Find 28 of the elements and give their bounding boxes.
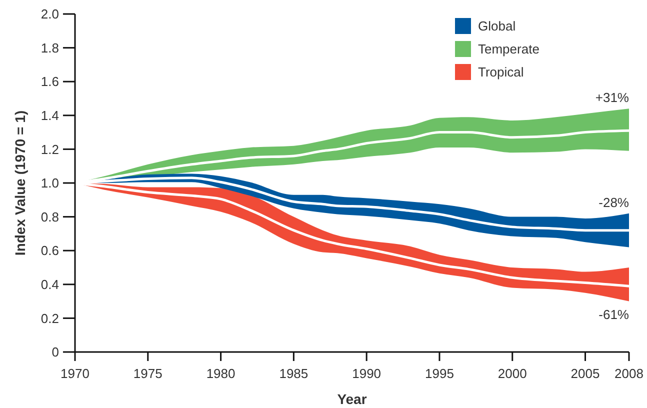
x-tick-label: 1970: [60, 366, 90, 381]
y-tick-label: 1.6: [40, 74, 59, 90]
legend-label: Tropical: [478, 64, 524, 80]
annotation: -61%: [598, 306, 630, 322]
y-tick-label: 0.4: [40, 276, 59, 292]
y-tick-label: 0.2: [40, 310, 59, 326]
y-tick-label: 0.8: [40, 209, 59, 224]
x-tick-label: 1975: [133, 366, 162, 381]
y-tick-label: 0: [52, 344, 59, 360]
annotation: +31%: [595, 90, 630, 106]
y-tick-label: 1.8: [40, 40, 59, 56]
y-tick-label: 1.0: [40, 176, 59, 191]
x-axis-title: Year: [337, 391, 368, 407]
y-tick-label: 1.4: [40, 108, 59, 123]
y-tick-label: 0.6: [40, 243, 59, 258]
x-tick-label: 1995: [425, 366, 454, 381]
x-tick-label: 1985: [279, 366, 308, 381]
x-tick-label: 2000: [498, 366, 527, 381]
x-tick-label: 2008: [614, 366, 644, 381]
legend-label: Global: [478, 18, 516, 34]
y-tick-label: 2.0: [40, 6, 59, 22]
x-tick-label: 2005: [570, 366, 600, 381]
y-axis-title: Index Value (1970 = 1): [12, 110, 28, 256]
y-tick-label: 1.2: [40, 142, 59, 157]
annotation: -28%: [598, 194, 630, 210]
x-tick-label: 1980: [206, 366, 236, 381]
legend-label: Temperate: [478, 42, 540, 57]
x-tick-label: 1990: [352, 366, 382, 381]
